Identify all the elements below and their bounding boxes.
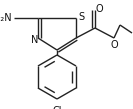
Text: H₂N: H₂N <box>0 13 12 23</box>
Text: S: S <box>78 12 84 22</box>
Text: O: O <box>95 4 103 14</box>
Text: N: N <box>31 35 39 45</box>
Text: O: O <box>110 40 118 50</box>
Text: Cl: Cl <box>52 106 62 109</box>
